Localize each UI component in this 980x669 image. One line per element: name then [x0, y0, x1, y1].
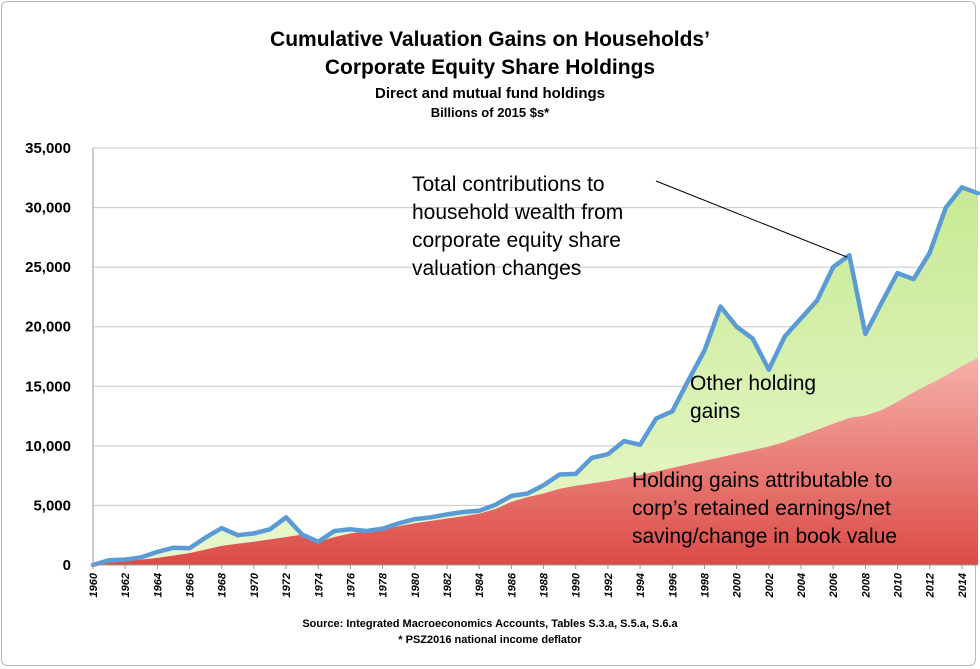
- annotation-total-line: corporate equity share: [412, 229, 621, 252]
- chart-units: Billions of 2015 $s*: [431, 105, 550, 120]
- annotation-retained-line: Holding gains attributable to: [632, 469, 892, 492]
- x-tick-label: 1982: [442, 573, 454, 597]
- deflator-note: * PSZ2016 national income deflator: [398, 634, 582, 646]
- x-tick-label: 1988: [539, 572, 551, 597]
- y-tick-label: 25,000: [25, 259, 71, 276]
- x-tick-label: 1996: [667, 572, 679, 597]
- chart-subtitle: Direct and mutual fund holdings: [375, 85, 605, 102]
- x-tick-label: 1998: [700, 572, 712, 597]
- annotation-total-line: Total contributions to: [412, 173, 605, 196]
- x-tick-label: 1968: [217, 572, 229, 597]
- x-tick-label: 1966: [185, 572, 197, 597]
- x-tick-label: 1970: [249, 572, 261, 597]
- y-tick-label: 0: [63, 557, 71, 574]
- annotation-total-line: valuation changes: [412, 257, 581, 280]
- x-tick-labels: 1960 1962 1964 1966 1968 1970 1972 1974 1976 1978…: [88, 565, 969, 598]
- y-tick-label: 30,000: [25, 200, 71, 217]
- line-total-contributions: [90, 185, 980, 568]
- x-tick-label: 1984: [474, 573, 486, 597]
- chart-title-line2: Corporate Equity Share Holdings: [325, 56, 655, 79]
- x-tick-label: 2010: [893, 572, 905, 598]
- y-tick-label: 20,000: [25, 319, 71, 336]
- y-tick-label: 10,000: [25, 438, 71, 455]
- annotation-total: Total contributions to household wealth …: [412, 173, 848, 280]
- axes: [92, 148, 978, 566]
- x-tick-label: 1962: [120, 573, 132, 597]
- annotation-other: Other holding gains: [690, 372, 816, 423]
- annotation-other-line: gains: [690, 400, 740, 423]
- x-tick-label: 2012: [925, 573, 937, 598]
- x-tick-label: 1986: [506, 572, 518, 597]
- annotation-total-line: household wealth from: [412, 201, 623, 224]
- plot-lines: [90, 185, 980, 568]
- annotation-retained-line: corp’s retained earnings/net: [632, 497, 891, 520]
- annotation-retained: Holding gains attributable to corp’s ret…: [632, 469, 897, 548]
- y-tick-label: 15,000: [25, 378, 71, 395]
- y-tick-labels: 0 5,000 10,000 15,000 20,000 25,000 30,000 35,0…: [25, 140, 71, 574]
- y-tick-label: 5,000: [33, 497, 71, 514]
- source-note: Source: Integrated Macroeconomics Accoun…: [302, 618, 678, 630]
- annotation-other-line: Other holding: [690, 372, 816, 395]
- annotation-arrow: [655, 180, 848, 258]
- annotation-retained-line: saving/change in book value: [632, 525, 897, 548]
- x-tick-label: 1994: [635, 573, 647, 597]
- x-tick-label: 1992: [603, 573, 615, 597]
- x-tick-label: 1960: [88, 572, 100, 597]
- x-tick-label: 1980: [410, 572, 422, 597]
- x-tick-label: 1972: [281, 573, 293, 597]
- x-tick-label: 2014: [957, 573, 969, 598]
- x-tick-label: 2002: [764, 573, 776, 598]
- x-tick-label: 1990: [571, 572, 583, 597]
- x-tick-label: 1974: [313, 573, 325, 597]
- x-tick-label: 1976: [346, 572, 358, 597]
- chart-title: Cumulative Valuation Gains on Households…: [270, 28, 710, 51]
- x-tick-label: 2000: [732, 572, 744, 598]
- x-tick-label: 2006: [828, 572, 840, 598]
- x-tick-label: 1964: [152, 573, 164, 597]
- x-tick-label: 2004: [796, 573, 808, 598]
- x-tick-label: 1978: [378, 572, 390, 597]
- y-tick-label: 35,000: [25, 140, 71, 157]
- x-tick-label: 2008: [860, 572, 872, 598]
- area-retained-earnings-gains: [93, 357, 978, 565]
